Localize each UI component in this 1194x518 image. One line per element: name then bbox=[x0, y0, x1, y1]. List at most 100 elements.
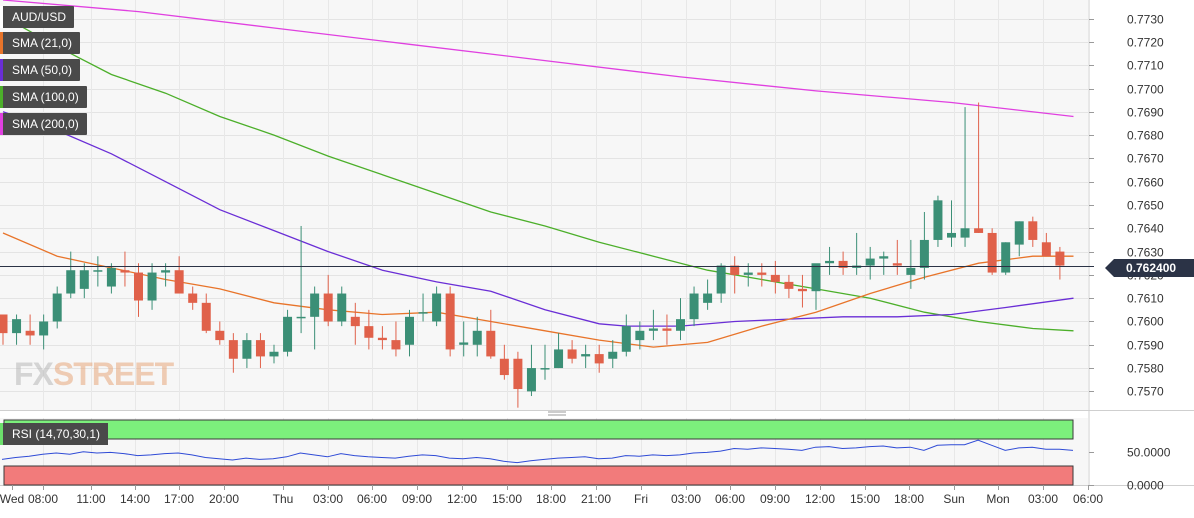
candle bbox=[892, 239, 902, 275]
candle bbox=[174, 256, 184, 294]
candle bbox=[296, 225, 306, 334]
time-tick-label: 06:00 bbox=[715, 492, 745, 506]
candle-body bbox=[472, 330, 482, 345]
candle-body bbox=[797, 288, 807, 292]
price-tick-label: 0.7650 bbox=[1127, 199, 1164, 213]
sma-200-line bbox=[2, 0, 1074, 118]
time-tick-label: 09:00 bbox=[760, 492, 790, 506]
candle-body bbox=[892, 263, 902, 266]
price-tick-label: 0.7710 bbox=[1127, 59, 1164, 73]
legend-symbol[interactable]: AUD/USD bbox=[0, 6, 75, 28]
candle-body bbox=[296, 316, 306, 319]
price-tick-label: 0.7660 bbox=[1127, 176, 1164, 190]
candle bbox=[608, 340, 618, 369]
legend-sma-200-label: SMA (200,0) bbox=[12, 117, 79, 131]
price-tick-label: 0.7730 bbox=[1127, 13, 1164, 27]
legend-symbol-label: AUD/USD bbox=[12, 10, 67, 24]
candle bbox=[134, 263, 143, 317]
candle bbox=[974, 102, 984, 233]
time-axis: Wed 08:00 11:00 14:00 17:00 20:00 Thu 03:00 06:0… bbox=[0, 485, 1103, 506]
candle-body bbox=[621, 326, 631, 352]
candle bbox=[621, 314, 631, 357]
candle bbox=[987, 228, 997, 275]
time-tick-label: Thu bbox=[273, 492, 294, 506]
candle bbox=[323, 274, 333, 327]
time-tick-label: 15:00 bbox=[492, 492, 522, 506]
candle-body bbox=[350, 316, 360, 327]
candle bbox=[1001, 242, 1011, 275]
sma-100-line bbox=[2, 15, 1074, 332]
candle-body bbox=[689, 293, 699, 320]
candle-body bbox=[269, 351, 279, 357]
candle-body bbox=[811, 263, 821, 292]
price-tick-label: 0.7720 bbox=[1127, 36, 1164, 50]
legend-sma-21[interactable]: SMA (21,0) bbox=[0, 32, 81, 54]
candle bbox=[743, 263, 753, 287]
candle-body bbox=[188, 293, 198, 303]
candle bbox=[1028, 216, 1038, 247]
legend-rsi-label: RSI (14,70,30,1) bbox=[12, 427, 101, 441]
time-tick-label: 14:00 bbox=[120, 492, 150, 506]
rsi-oversold-zone bbox=[3, 465, 1074, 486]
candle bbox=[1041, 232, 1051, 257]
candle bbox=[689, 286, 699, 327]
candle bbox=[147, 263, 157, 310]
time-tick-label: 17:00 bbox=[164, 492, 194, 506]
candle bbox=[188, 286, 198, 310]
candle-body bbox=[865, 258, 875, 266]
time-tick-label: 09:00 bbox=[402, 492, 432, 506]
candle bbox=[811, 263, 821, 310]
candle bbox=[703, 279, 713, 310]
candle-body bbox=[134, 272, 143, 301]
time-tick-label: 03:00 bbox=[671, 492, 701, 506]
candle-body bbox=[377, 337, 387, 341]
legend-rsi[interactable]: RSI (14,70,30,1) bbox=[0, 423, 109, 445]
price-tick-label: 0.7580 bbox=[1127, 362, 1164, 376]
candle bbox=[648, 309, 658, 341]
candle-body bbox=[757, 272, 767, 275]
candle-body bbox=[174, 270, 184, 294]
candle-body bbox=[1055, 251, 1065, 266]
candle-body bbox=[540, 368, 550, 370]
candle-body bbox=[919, 239, 929, 268]
price-tick-label: 0.7590 bbox=[1127, 339, 1164, 353]
candle bbox=[432, 286, 442, 327]
candle bbox=[161, 263, 171, 287]
candle-body bbox=[526, 368, 536, 392]
candle-body bbox=[987, 232, 997, 273]
legend-sma-50[interactable]: SMA (50,0) bbox=[0, 59, 81, 81]
time-tick-label: Wed bbox=[0, 492, 24, 506]
candle bbox=[66, 251, 76, 299]
time-tick-label: 06:00 bbox=[357, 492, 387, 506]
candle-body bbox=[66, 270, 76, 294]
time-tick-label: Sun bbox=[943, 492, 964, 506]
candle bbox=[865, 246, 875, 280]
candle bbox=[459, 321, 469, 357]
candle-body bbox=[25, 330, 35, 336]
price-tick-label: 0.7700 bbox=[1127, 83, 1164, 97]
candle-body bbox=[703, 293, 713, 303]
candle-body bbox=[52, 293, 62, 322]
time-tick-label: 03:00 bbox=[313, 492, 343, 506]
rsi-panel: 50.0000 0.0000 bbox=[1, 419, 1171, 493]
legend-sma-100[interactable]: SMA (100,0) bbox=[0, 86, 87, 108]
candle bbox=[52, 286, 62, 329]
candle bbox=[120, 251, 130, 287]
price-tick-label: 0.7600 bbox=[1127, 315, 1164, 329]
candle bbox=[960, 107, 970, 247]
candle-body bbox=[594, 354, 604, 364]
candle-body bbox=[1014, 221, 1024, 245]
legend-sma-200[interactable]: SMA (200,0) bbox=[0, 113, 87, 135]
candle-body bbox=[770, 274, 780, 282]
candle-body bbox=[608, 351, 618, 359]
candle bbox=[784, 274, 794, 299]
rsi-overbought-zone bbox=[3, 419, 1074, 440]
rsi-line bbox=[1, 439, 1074, 464]
candle bbox=[594, 344, 604, 373]
candle-body bbox=[1041, 242, 1051, 257]
price-tick-label: 0.7630 bbox=[1127, 246, 1164, 260]
candle bbox=[269, 344, 279, 364]
candle bbox=[472, 316, 482, 357]
candle bbox=[716, 263, 726, 303]
